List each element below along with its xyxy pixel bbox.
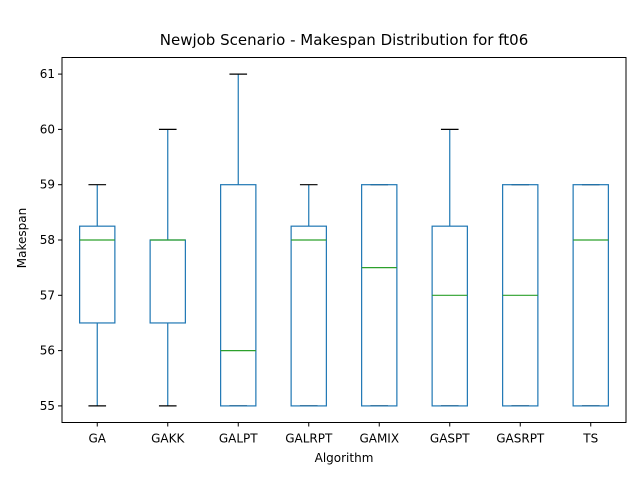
x-tick-label: GASRPT [496, 432, 545, 446]
box-ga [79, 184, 116, 407]
chart-title: Newjob Scenario - Makespan Distribution … [160, 31, 528, 49]
y-axis-ticks: 55 56 57 58 59 60 61 [40, 67, 62, 413]
y-axis-label: Makespan [15, 208, 29, 268]
box-series [79, 73, 609, 407]
iqr-box [431, 225, 468, 407]
x-tick-label: GAMIX [359, 432, 399, 446]
x-axis-ticks: GA GAKK GALPT GALRPT GAMIX GASPT GASRPT TS [88, 422, 598, 446]
iqr-box [220, 184, 257, 407]
iqr-box [290, 225, 327, 407]
iqr-box [572, 184, 609, 407]
x-axis-label: Algorithm [315, 451, 374, 465]
box-gasrpt [502, 184, 539, 407]
iqr-box [361, 184, 398, 407]
plot-area-frame [61, 57, 627, 423]
y-tick-label: 58 [40, 233, 55, 247]
box-galrpt [290, 184, 327, 407]
iqr-box [149, 239, 186, 324]
y-tick-label: 57 [40, 288, 55, 302]
x-tick-label: GA [88, 432, 106, 446]
y-tick-label: 61 [40, 67, 55, 81]
y-tick-label: 59 [40, 178, 55, 192]
x-tick-label: TS [582, 432, 598, 446]
x-tick-label: GASPT [430, 432, 470, 446]
box-gamix [361, 184, 398, 407]
box-gaspt [431, 128, 468, 407]
x-tick-label: GALRPT [285, 432, 333, 446]
y-tick-label: 60 [40, 122, 55, 136]
box-galpt [220, 73, 257, 407]
iqr-box [79, 225, 116, 324]
x-tick-label: GAKK [151, 432, 185, 446]
box-ts [572, 184, 609, 407]
y-tick-label: 56 [40, 344, 55, 358]
x-tick-label: GALPT [219, 432, 258, 446]
box-gakk [149, 128, 186, 407]
y-tick-label: 55 [40, 399, 55, 413]
